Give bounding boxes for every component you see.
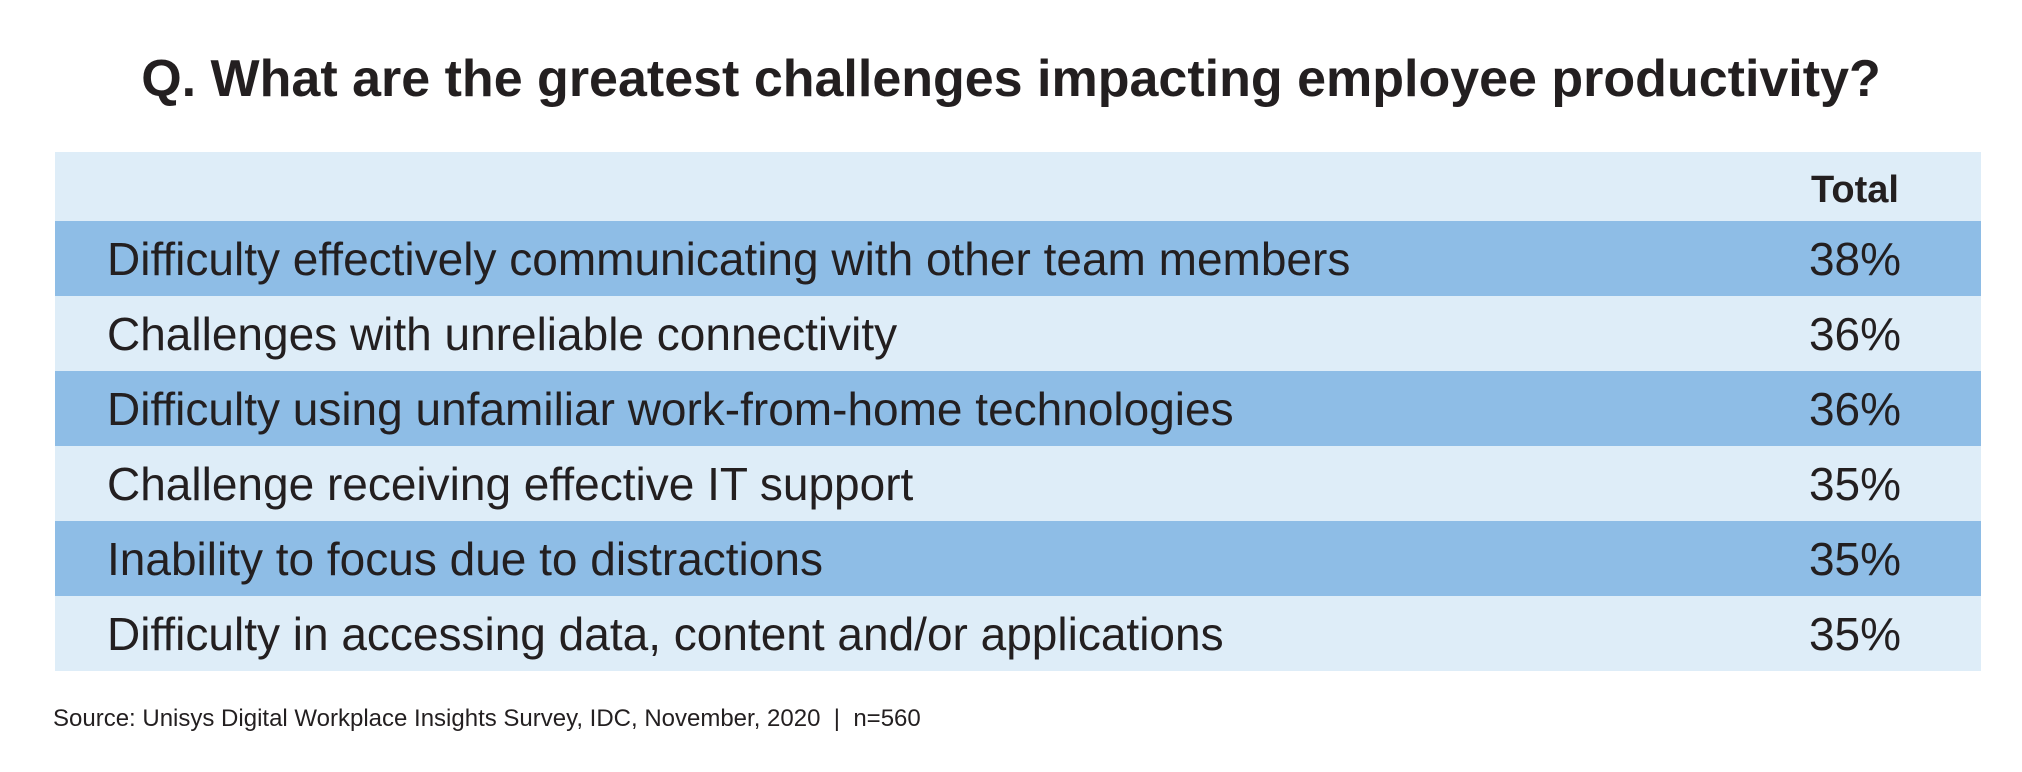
table-header-row: Total xyxy=(55,152,1981,221)
row-value: 35% xyxy=(1808,608,1902,660)
row-label: Challenges with unreliable connectivity xyxy=(107,308,898,360)
row-value: 35% xyxy=(1808,458,1902,510)
table-row: Inability to focus due to distractions 3… xyxy=(55,521,1981,596)
table-row: Difficulty in accessing data, content an… xyxy=(55,596,1981,671)
table-row: Difficulty using unfamiliar work-from-ho… xyxy=(55,371,1981,446)
row-label: Difficulty effectively communicating wit… xyxy=(107,233,1351,285)
results-table: Total Difficulty effectively communicati… xyxy=(55,152,1981,671)
chart-title: Q. What are the greatest challenges impa… xyxy=(141,50,1881,108)
table-row: Challenge receiving effective IT support… xyxy=(55,446,1981,521)
row-label: Difficulty using unfamiliar work-from-ho… xyxy=(107,383,1234,435)
row-label: Challenge receiving effective IT support xyxy=(107,458,914,510)
row-label: Difficulty in accessing data, content an… xyxy=(107,608,1224,660)
row-value: 35% xyxy=(1808,533,1902,585)
table-row: Difficulty effectively communicating wit… xyxy=(55,221,1981,296)
row-value: 36% xyxy=(1808,383,1902,435)
row-value: 38% xyxy=(1808,233,1902,285)
table-row: Challenges with unreliable connectivity … xyxy=(55,296,1981,371)
column-header-total: Total xyxy=(1811,169,1899,211)
row-value: 36% xyxy=(1808,308,1902,360)
source-note: Source: Unisys Digital Workplace Insight… xyxy=(53,705,921,732)
row-label: Inability to focus due to distractions xyxy=(107,533,823,585)
